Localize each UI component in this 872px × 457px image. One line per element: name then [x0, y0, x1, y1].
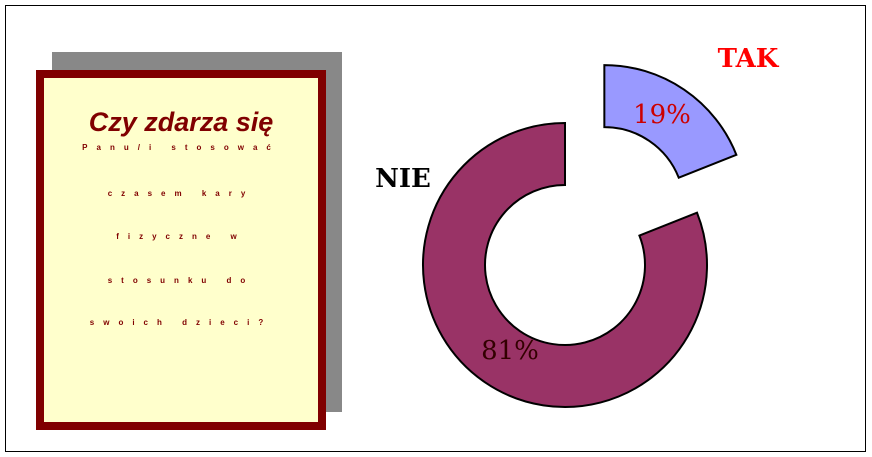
value-label: 19% — [633, 100, 691, 130]
category-label: TAK — [718, 44, 780, 74]
question-title: Czy zdarza się — [89, 107, 274, 137]
question-line: stosunku do — [108, 276, 255, 285]
donut-slice — [603, 64, 738, 179]
question-line: Panu/i stosować — [82, 143, 280, 152]
category-label: NIE — [375, 164, 431, 194]
donut-slice — [422, 121, 708, 408]
question-line: swoich dzieci? — [90, 318, 272, 327]
question-box — [36, 70, 326, 430]
value-label: 81% — [481, 336, 539, 366]
question-line: fizyczne w — [116, 232, 246, 241]
question-line: czasem kary — [108, 189, 255, 198]
